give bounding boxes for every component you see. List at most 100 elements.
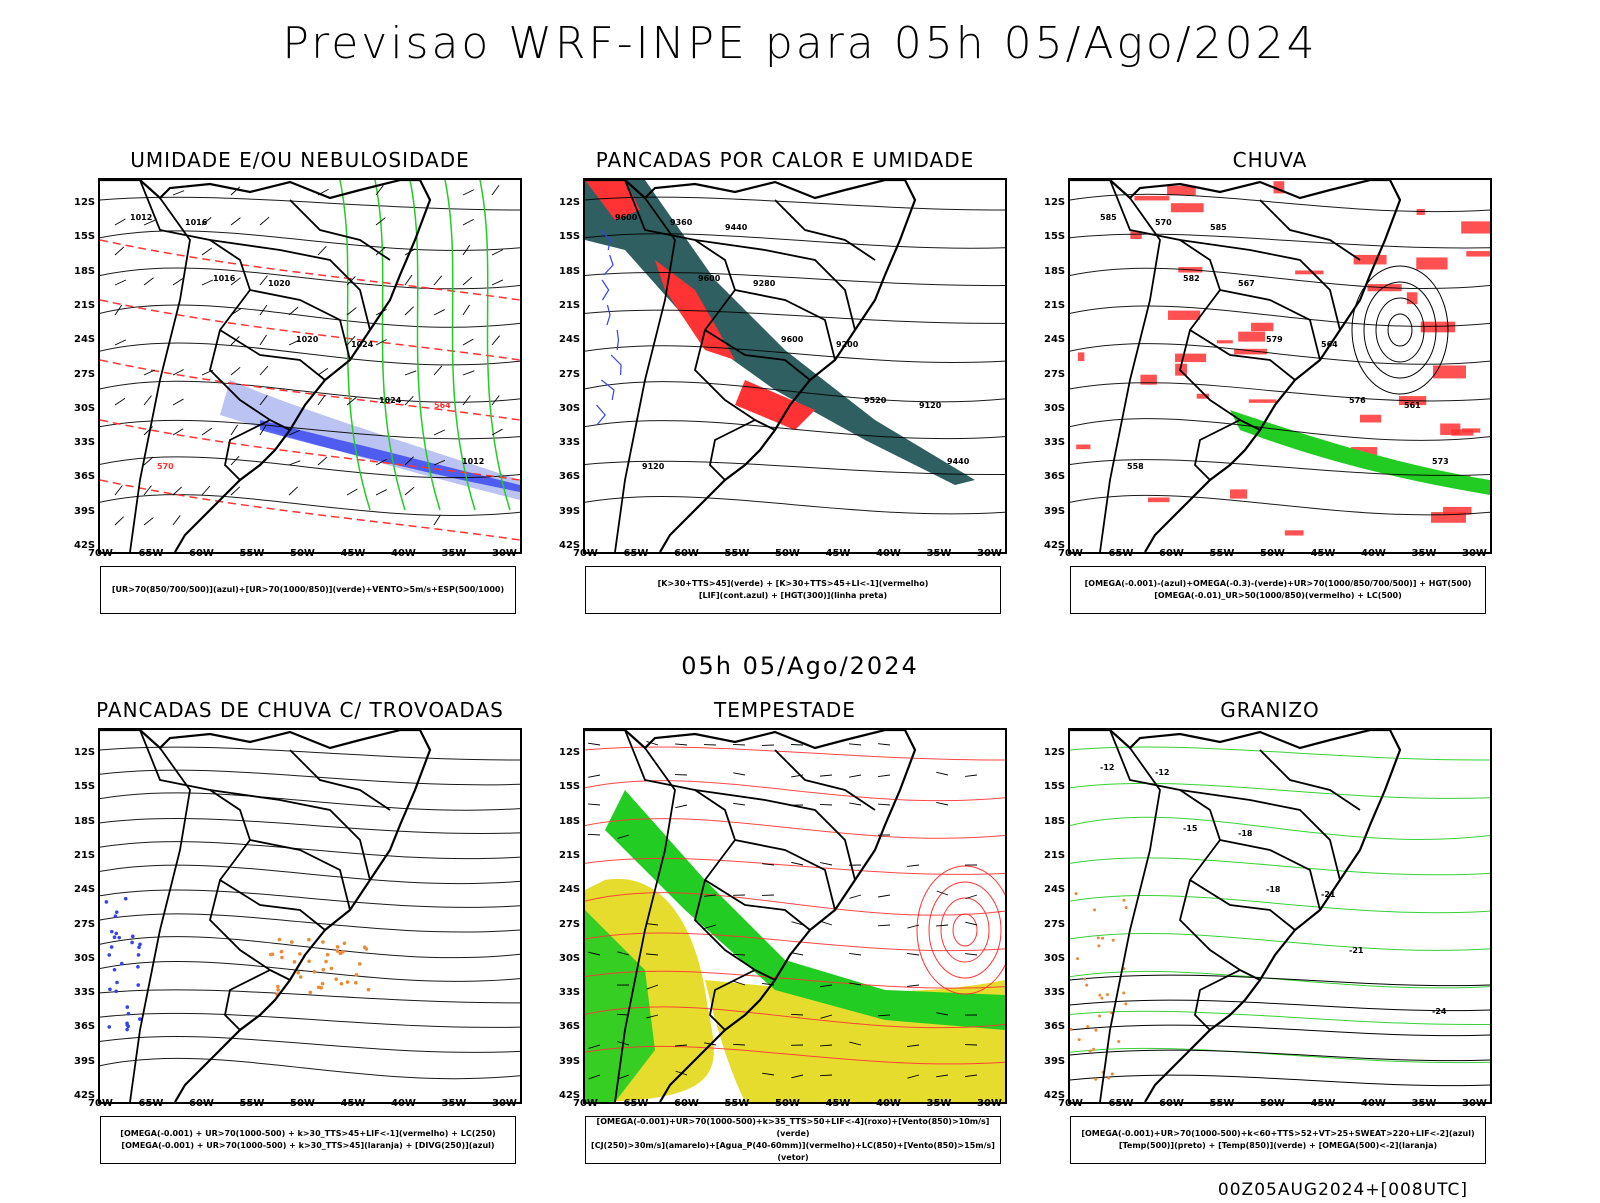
wind-vector	[878, 895, 890, 897]
legend-box: [K>30+TTS>45](verde) + [K>30+TTS>45+LI<-…	[585, 566, 1001, 614]
wind-vector	[463, 396, 470, 405]
lat-tick-label: 18S	[74, 266, 95, 277]
lon-tick-label: 30W	[1462, 1098, 1487, 1109]
rain-fill	[1360, 415, 1381, 423]
lon-tick-label: 40W	[391, 1098, 416, 1109]
omega-dot	[1078, 1038, 1081, 1041]
divergence-dot	[110, 930, 114, 934]
state-border	[1180, 240, 1340, 330]
lif-contour	[602, 280, 609, 300]
contour-line	[100, 495, 520, 516]
lat-tick-label: 24S	[559, 334, 580, 345]
divergence-dot	[114, 990, 118, 994]
state-border	[1110, 180, 1260, 430]
wind-vector	[588, 775, 600, 777]
contour-value-label: -18	[1238, 829, 1253, 838]
panel-title: CHUVA	[1020, 148, 1520, 172]
coastline	[1070, 730, 1400, 1102]
lat-tick-label: 24S	[74, 884, 95, 895]
wind-vector	[588, 834, 600, 835]
wind-vector	[821, 921, 832, 925]
wind-vector	[849, 775, 861, 777]
divergence-dot	[115, 981, 119, 985]
wind-vector	[936, 802, 948, 805]
panel-title: UMIDADE E/OU NEBULOSIDADE	[50, 148, 550, 172]
legend-line: [OMEGA(-0.01)_UR>50(1000/850)(vermelho) …	[1071, 590, 1485, 602]
wind-vector	[492, 185, 499, 195]
map-trovoadas[interactable]	[98, 728, 522, 1104]
wind-vector	[173, 191, 184, 195]
rain-fill	[1285, 530, 1304, 535]
wind-vector	[115, 280, 126, 285]
convection-dot	[321, 982, 325, 986]
wind-vector	[260, 366, 268, 375]
omega-dot	[1092, 1048, 1095, 1051]
wind-vector	[588, 743, 600, 745]
map-granizo[interactable]: -12-15-18-21-24-12-18-21	[1068, 728, 1492, 1104]
wind-vector	[115, 247, 124, 255]
panel-title: PANCADAS POR CALOR E UMIDADE	[535, 148, 1035, 172]
lat-tick-label: 18S	[559, 816, 580, 827]
cyclone-contour	[917, 866, 1005, 994]
forecast-time: 05h 05/Ago/2024	[0, 652, 1600, 680]
lon-tick-label: 70W	[1058, 548, 1083, 559]
rain-fill	[1238, 332, 1265, 342]
wind-vector	[733, 744, 745, 745]
rain-fill	[1230, 489, 1247, 498]
omega-dot	[1107, 1077, 1110, 1080]
omega-dot	[1086, 1025, 1089, 1028]
lon-tick-label: 30W	[492, 1098, 517, 1109]
lat-tick-label: 39S	[74, 506, 95, 517]
contour-line	[100, 1037, 520, 1053]
divergence-dot	[127, 1012, 131, 1016]
wind-vector	[463, 277, 472, 285]
contour-value-label: 9600	[698, 274, 721, 283]
rain-fill	[1466, 251, 1490, 256]
lif-contour	[611, 355, 621, 375]
contour-value-label: 9200	[836, 340, 859, 349]
wind-vector	[231, 425, 238, 435]
divergence-dot	[136, 983, 140, 987]
omega-dot	[1101, 937, 1104, 940]
legend-line: [UR>70(850/700/500)](azul)+[UR>70(1000/8…	[101, 584, 515, 596]
rain-fill	[1134, 196, 1169, 201]
lon-tick-label: 65W	[139, 548, 164, 559]
convection-dot	[269, 953, 273, 957]
wind-vector	[202, 428, 212, 435]
lon-tick-label: 50W	[290, 1098, 315, 1109]
lon-tick-label: 60W	[674, 548, 699, 559]
legend-box: [OMEGA(-0.001)+UR>70(1000-500)+k>35_TTS>…	[585, 1116, 1001, 1164]
divergence-dot	[126, 1005, 130, 1009]
temp500-line	[1070, 975, 1490, 986]
wind-vector	[849, 953, 861, 955]
omega-dot	[1097, 944, 1100, 947]
divergence-dot	[117, 936, 121, 940]
wind-vector	[144, 518, 153, 525]
contour-value-label: -21	[1349, 946, 1364, 955]
divergence-dot	[114, 914, 118, 918]
divergence-dot	[113, 935, 117, 939]
divergence-dot	[125, 1028, 129, 1032]
lat-tick-label: 21S	[559, 300, 580, 311]
lat-tick-label: 39S	[74, 1056, 95, 1067]
wind-vector	[173, 515, 180, 525]
lon-tick-label: 35W	[927, 548, 952, 559]
lat-tick-label: 36S	[1044, 1021, 1065, 1032]
lat-tick-label: 33S	[74, 437, 95, 448]
convection-dot	[340, 982, 344, 986]
omega-dot	[1094, 1029, 1097, 1032]
lon-tick-label: 45W	[341, 548, 366, 559]
convection-dot	[341, 950, 345, 954]
lon-tick-label: 65W	[139, 1098, 164, 1109]
lat-tick-label: 33S	[1044, 437, 1065, 448]
rain-fill	[1421, 322, 1455, 333]
lat-tick-label: 15S	[74, 781, 95, 792]
wind-vector	[849, 803, 861, 805]
lon-tick-label: 35W	[1412, 548, 1437, 559]
lon-tick-label: 60W	[1159, 1098, 1184, 1109]
map-tempestade[interactable]	[583, 728, 1007, 1104]
cyclone-contour	[1376, 298, 1424, 362]
